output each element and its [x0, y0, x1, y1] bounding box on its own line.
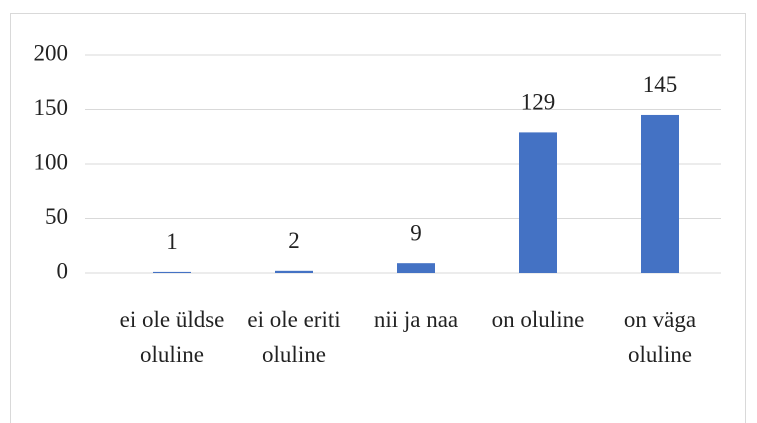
- y-tick-label: 50: [45, 204, 68, 229]
- y-tick-label: 200: [34, 40, 69, 65]
- data-label: 2: [288, 228, 300, 253]
- chart-frame: [10, 13, 746, 423]
- y-tick-label: 150: [34, 95, 69, 120]
- data-label: 129: [521, 90, 556, 115]
- x-tick-label: nii ja naa: [373, 307, 459, 332]
- x-tick-label: ei ole üldse oluline: [119, 307, 225, 367]
- data-label: 9: [410, 220, 422, 245]
- data-label: 145: [643, 72, 678, 97]
- bar: [397, 263, 435, 273]
- bar: [641, 114, 679, 273]
- bar: [153, 271, 191, 273]
- x-tick-label: on oluline: [491, 307, 585, 332]
- data-label: 1: [166, 229, 178, 254]
- x-tick-label: on väga oluline: [623, 307, 697, 367]
- x-tick-label: ei ole eriti oluline: [247, 307, 341, 367]
- bar: [519, 132, 557, 273]
- y-tick-label: 0: [57, 258, 69, 283]
- y-tick-label: 100: [34, 149, 69, 174]
- bar: [275, 270, 313, 273]
